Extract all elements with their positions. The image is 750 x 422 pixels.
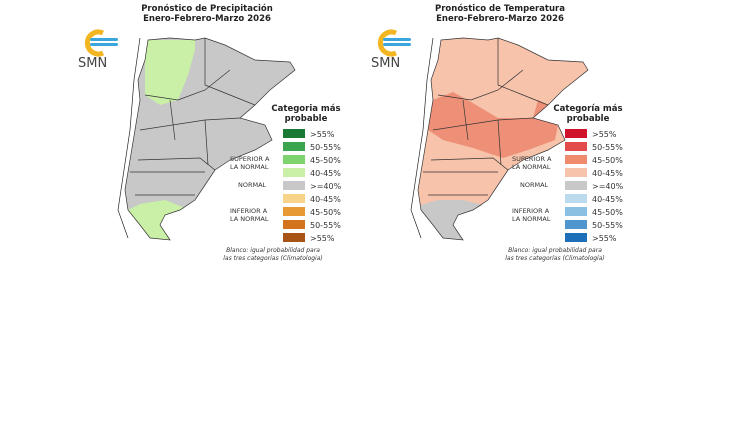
- category-below-label: LA NORMAL: [512, 215, 551, 223]
- smn-logo: SMN: [78, 29, 118, 71]
- legend-label: >55%: [310, 130, 335, 139]
- legend-note: Blanco: igual probabilidad para: [508, 247, 602, 254]
- category-below-label: INFERIOR A: [512, 207, 550, 215]
- legend-swatch: [565, 168, 587, 177]
- legend-swatch: [565, 207, 587, 216]
- legend-swatch: [283, 129, 305, 138]
- legend-swatch: [283, 220, 305, 229]
- legend-swatch: [283, 233, 305, 242]
- map-subtitle: Enero-Febrero-Marzo 2026: [143, 14, 271, 24]
- logo-text: SMN: [78, 56, 107, 71]
- map-title: Pronóstico de Precipitación: [141, 3, 273, 14]
- legend-swatch: [565, 142, 587, 151]
- legend-label: 45-50%: [310, 208, 341, 217]
- legend-label: >55%: [592, 130, 617, 139]
- legend-title: Categoria más: [271, 104, 340, 114]
- legend-title: Categoría más: [553, 104, 622, 114]
- central-warm-region: [428, 92, 558, 158]
- legend-label: 45-50%: [592, 208, 623, 217]
- logo-text: SMN: [371, 56, 400, 71]
- category-below-label: LA NORMAL: [230, 215, 269, 223]
- legend-label: 40-45%: [310, 169, 341, 178]
- map-subtitle: Enero-Febrero-Marzo 2026: [436, 14, 564, 24]
- legend-label: >=40%: [310, 182, 342, 191]
- legend-note: las tres categorias (Climatologia): [223, 255, 323, 262]
- legend-swatch: [565, 155, 587, 164]
- smn-logo: SMN: [371, 29, 411, 71]
- legend-label: 50-55%: [592, 143, 623, 152]
- category-above-label: SUPERIOR A: [230, 155, 270, 163]
- legend-label: 45-50%: [592, 156, 623, 165]
- legend-label: 50-55%: [310, 143, 341, 152]
- legend-swatch: [565, 129, 587, 138]
- legend-swatch: [283, 142, 305, 151]
- legend-label: 50-55%: [592, 221, 623, 230]
- legend-label: 40-45%: [592, 169, 623, 178]
- legend-title: probable: [567, 114, 610, 124]
- argentina-map: [417, 37, 589, 241]
- chile-coast: [117, 37, 141, 239]
- category-above-label: LA NORMAL: [230, 163, 269, 171]
- legend-swatch: [565, 220, 587, 229]
- south-normal-region: [421, 200, 483, 240]
- category-normal-label: NORMAL: [238, 181, 267, 189]
- legend-label: 45-50%: [310, 156, 341, 165]
- legend-label: >=40%: [592, 182, 624, 191]
- legend-swatch: [565, 194, 587, 203]
- legend-swatch: [283, 181, 305, 190]
- legend-label: >55%: [310, 234, 335, 243]
- legend-note: Blanco: igual probabilidad para: [226, 247, 320, 254]
- category-above-label: LA NORMAL: [512, 163, 551, 171]
- legend-label: 50-55%: [310, 221, 341, 230]
- category-above-label: SUPERIOR A: [512, 155, 552, 163]
- legend-note: las tres categorías (Climatología): [505, 255, 605, 262]
- northwest-above-normal-region: [145, 40, 195, 105]
- chile-coast: [410, 37, 434, 239]
- category-below-label: INFERIOR A: [230, 207, 268, 215]
- map-panel-temperature: Pronóstico de TemperaturaEnero-Febrero-M…: [371, 3, 624, 262]
- map-panel-precipitation: Pronóstico de PrecipitaciónEnero-Febrero…: [78, 3, 342, 262]
- legend-swatch: [283, 168, 305, 177]
- legend-swatch: [283, 207, 305, 216]
- legend-swatch: [565, 233, 587, 242]
- category-normal-label: NORMAL: [520, 181, 549, 189]
- argentina-map: [124, 37, 296, 241]
- legend-swatch: [283, 194, 305, 203]
- legend-swatch: [283, 155, 305, 164]
- legend-label: 40-45%: [592, 195, 623, 204]
- south-above-normal-region: [128, 200, 185, 240]
- legend-label: >55%: [592, 234, 617, 243]
- legend-title: probable: [285, 114, 328, 124]
- legend-label: 40-45%: [310, 195, 341, 204]
- legend-swatch: [565, 181, 587, 190]
- map-title: Pronóstico de Temperatura: [435, 3, 565, 14]
